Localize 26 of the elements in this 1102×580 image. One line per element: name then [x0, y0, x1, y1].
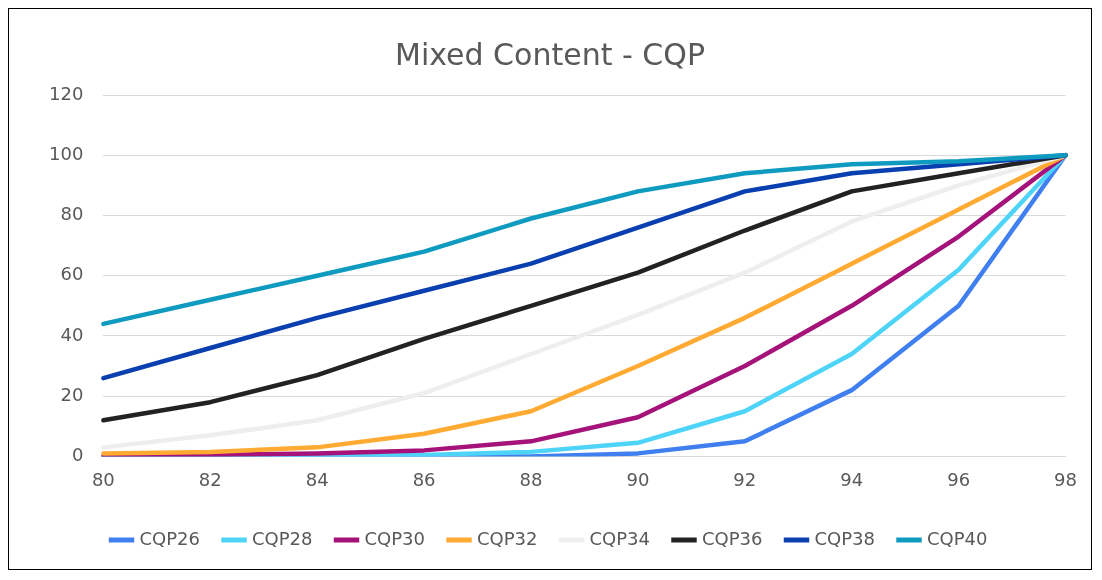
legend-label: CQP36: [702, 527, 763, 549]
x-tick-label: 90: [626, 468, 650, 490]
y-tick-label: 60: [60, 263, 84, 285]
y-tick-label: 20: [60, 383, 84, 405]
x-tick-label: 94: [840, 468, 864, 490]
x-tick-label: 88: [519, 468, 543, 490]
y-tick-label: 40: [60, 323, 84, 345]
y-tick-label: 80: [60, 203, 84, 225]
legend-label: CQP40: [926, 527, 988, 549]
x-tick-label: 98: [1054, 468, 1077, 490]
legend-label: CQP28: [252, 527, 313, 549]
y-tick-label: 100: [49, 142, 84, 164]
chart-title: Mixed Content - CQP: [395, 36, 705, 72]
y-tick-label: 120: [49, 82, 84, 104]
legend-label: CQP38: [814, 527, 875, 549]
legend-label: CQP34: [589, 527, 650, 549]
legend-label: CQP26: [139, 527, 201, 549]
legend-label: CQP32: [477, 527, 538, 549]
x-tick-label: 82: [198, 468, 222, 490]
y-tick-label: 0: [71, 444, 84, 466]
x-tick-label: 92: [733, 468, 757, 490]
x-tick-label: 80: [91, 468, 115, 490]
legend-label: CQP30: [364, 527, 426, 549]
x-tick-label: 86: [412, 468, 436, 490]
x-tick-label: 84: [305, 468, 329, 490]
x-tick-label: 96: [947, 468, 971, 490]
